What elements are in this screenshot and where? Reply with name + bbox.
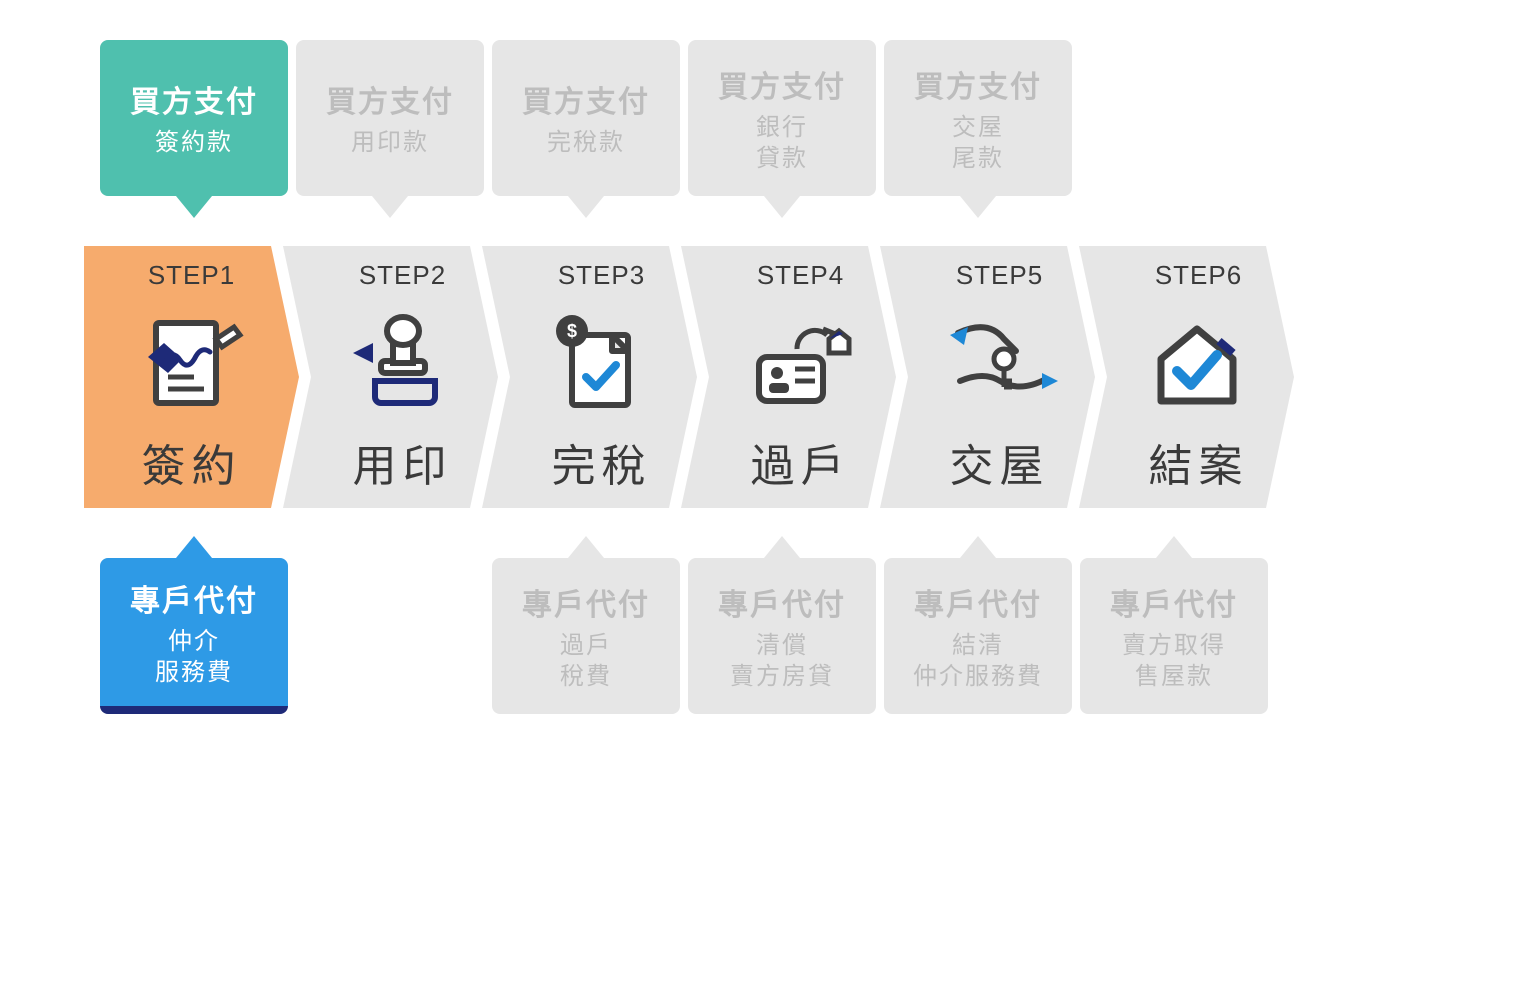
account-box-sub: 結清 仲介服務費 — [913, 630, 1043, 692]
account-box-5: 專戶代付 賣方取得 售屋款 — [1080, 558, 1268, 714]
buyer-box-sub: 交屋 尾款 — [952, 112, 1004, 174]
step-6: STEP6 結案 — [1079, 246, 1294, 508]
buyer-box-0: 買方支付 簽約款 — [100, 40, 288, 196]
step-label: STEP1 — [148, 260, 235, 291]
step-5: STEP5 交屋 — [880, 246, 1095, 508]
step-3: STEP3 完稅 — [482, 246, 697, 508]
account-box-title: 專戶代付 — [1110, 580, 1238, 624]
buyer-box-title: 買方支付 — [326, 77, 454, 121]
step-2: STEP2 用印 — [283, 246, 498, 508]
account-box-sub: 仲介 服務費 — [155, 626, 233, 688]
buyer-box-2: 買方支付 完稅款 — [492, 40, 680, 196]
account-box-spacer — [296, 558, 484, 714]
account-box-4: 專戶代付 結清 仲介服務費 — [884, 558, 1072, 714]
account-box-2: 專戶代付 過戶 稅費 — [492, 558, 680, 714]
account-box-sub: 過戶 稅費 — [560, 630, 612, 692]
buyer-box-sub: 銀行 貸款 — [756, 112, 808, 174]
step-name: 用印 — [353, 430, 453, 494]
step-label: STEP5 — [956, 260, 1043, 291]
buyer-box-sub: 完稅款 — [547, 127, 625, 158]
payment-flow-diagram: 買方支付 簽約款 買方支付 用印款 買方支付 完稅款 買方支付 銀行 貸款 買方… — [100, 40, 1430, 714]
handover-icon — [940, 306, 1060, 416]
account-box-sub: 清償 賣方房貸 — [730, 630, 834, 692]
step-label: STEP2 — [359, 260, 446, 291]
step-name: 結案 — [1149, 430, 1249, 494]
step-label: STEP4 — [757, 260, 844, 291]
buyer-box-3: 買方支付 銀行 貸款 — [688, 40, 876, 196]
transfer-icon — [741, 306, 861, 416]
contract-icon — [132, 306, 252, 416]
buyer-box-4: 買方支付 交屋 尾款 — [884, 40, 1072, 196]
buyer-box-title: 買方支付 — [718, 62, 846, 106]
buyer-box-title: 買方支付 — [130, 77, 258, 121]
buyer-box-title: 買方支付 — [522, 77, 650, 121]
buyer-payment-row: 買方支付 簽約款 買方支付 用印款 買方支付 完稅款 買方支付 銀行 貸款 買方… — [100, 40, 1430, 196]
close-icon — [1139, 306, 1259, 416]
steps-row: STEP1 簽約 STEP2 用印 STEP3 完稅 STEP4 — [84, 246, 1430, 508]
step-label: STEP3 — [558, 260, 645, 291]
step-name: 完稅 — [552, 430, 652, 494]
step-label: STEP6 — [1155, 260, 1242, 291]
account-box-3: 專戶代付 清償 賣方房貸 — [688, 558, 876, 714]
account-payment-row: 專戶代付 仲介 服務費 專戶代付 過戶 稅費 專戶代付 清償 賣方房貸 專戶代付… — [100, 558, 1430, 714]
step-name: 交屋 — [950, 430, 1050, 494]
account-box-sub: 賣方取得 售屋款 — [1122, 630, 1226, 692]
stamp-icon — [343, 306, 463, 416]
account-box-0: 專戶代付 仲介 服務費 — [100, 558, 288, 714]
account-box-title: 專戶代付 — [130, 576, 258, 620]
account-box-title: 專戶代付 — [522, 580, 650, 624]
step-name: 過戶 — [751, 430, 851, 494]
step-4: STEP4 過戶 — [681, 246, 896, 508]
account-box-title: 專戶代付 — [914, 580, 1042, 624]
tax-icon — [542, 306, 662, 416]
buyer-box-sub: 簽約款 — [155, 127, 233, 158]
step-name: 簽約 — [142, 430, 242, 494]
buyer-box-sub: 用印款 — [351, 127, 429, 158]
step-1: STEP1 簽約 — [84, 246, 299, 508]
buyer-box-title: 買方支付 — [914, 62, 1042, 106]
buyer-box-1: 買方支付 用印款 — [296, 40, 484, 196]
account-box-title: 專戶代付 — [718, 580, 846, 624]
